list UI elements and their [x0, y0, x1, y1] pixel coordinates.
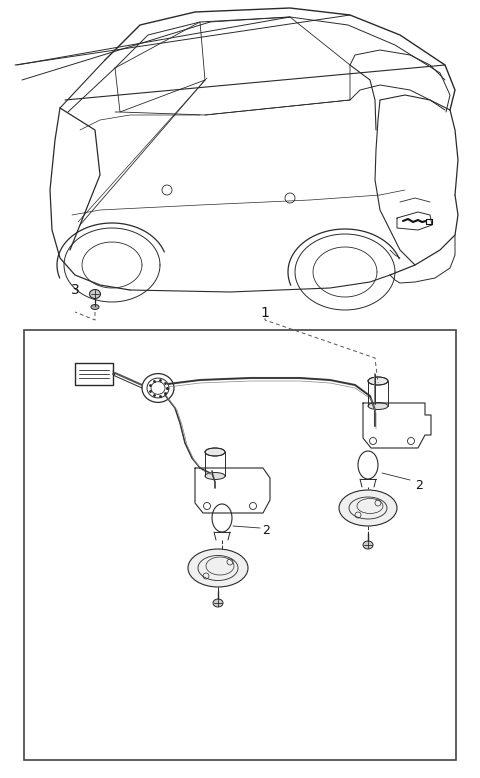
Bar — [24, 330, 456, 760]
Ellipse shape — [363, 541, 373, 549]
Ellipse shape — [205, 448, 225, 456]
Text: 1: 1 — [261, 306, 269, 320]
Ellipse shape — [368, 377, 388, 385]
Ellipse shape — [89, 289, 100, 299]
Text: 2: 2 — [262, 524, 270, 537]
Ellipse shape — [368, 402, 388, 409]
Ellipse shape — [188, 549, 248, 587]
Ellipse shape — [91, 304, 99, 310]
Ellipse shape — [205, 472, 225, 479]
Ellipse shape — [339, 490, 397, 526]
Text: 2: 2 — [415, 478, 423, 492]
Text: 3: 3 — [71, 283, 79, 297]
Ellipse shape — [213, 599, 223, 607]
